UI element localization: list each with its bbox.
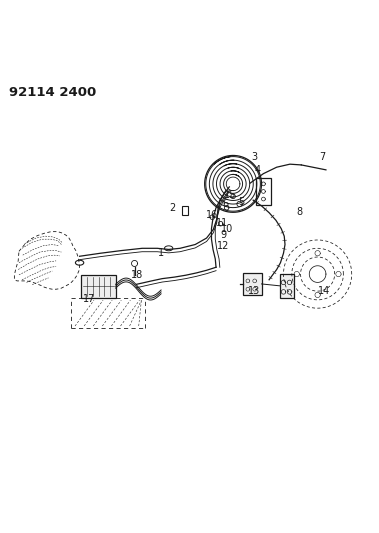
Text: 8: 8 [296,207,302,216]
Bar [182,206,188,215]
Bar [243,273,262,295]
Text: 7: 7 [319,151,325,161]
Bar [256,178,271,205]
Text: 11: 11 [216,218,228,228]
Text: 2: 2 [169,203,175,213]
Text: 13: 13 [248,286,260,296]
Text: 14: 14 [318,286,330,296]
Text: 16: 16 [206,211,218,220]
Text: 10: 10 [221,224,233,233]
Text: 92114 2400: 92114 2400 [9,86,97,100]
Bar [280,274,294,297]
Text: 4: 4 [255,165,261,175]
Text: 15: 15 [224,190,236,200]
Text: 1: 1 [158,248,164,258]
Text: 12: 12 [218,241,230,251]
Text: 9: 9 [221,230,227,240]
Text: 6: 6 [222,199,229,209]
Text: 5: 5 [239,197,245,207]
Text: 18: 18 [132,270,144,280]
Bar [81,275,116,297]
Text: 3: 3 [251,151,257,161]
Text: 17: 17 [83,294,95,304]
